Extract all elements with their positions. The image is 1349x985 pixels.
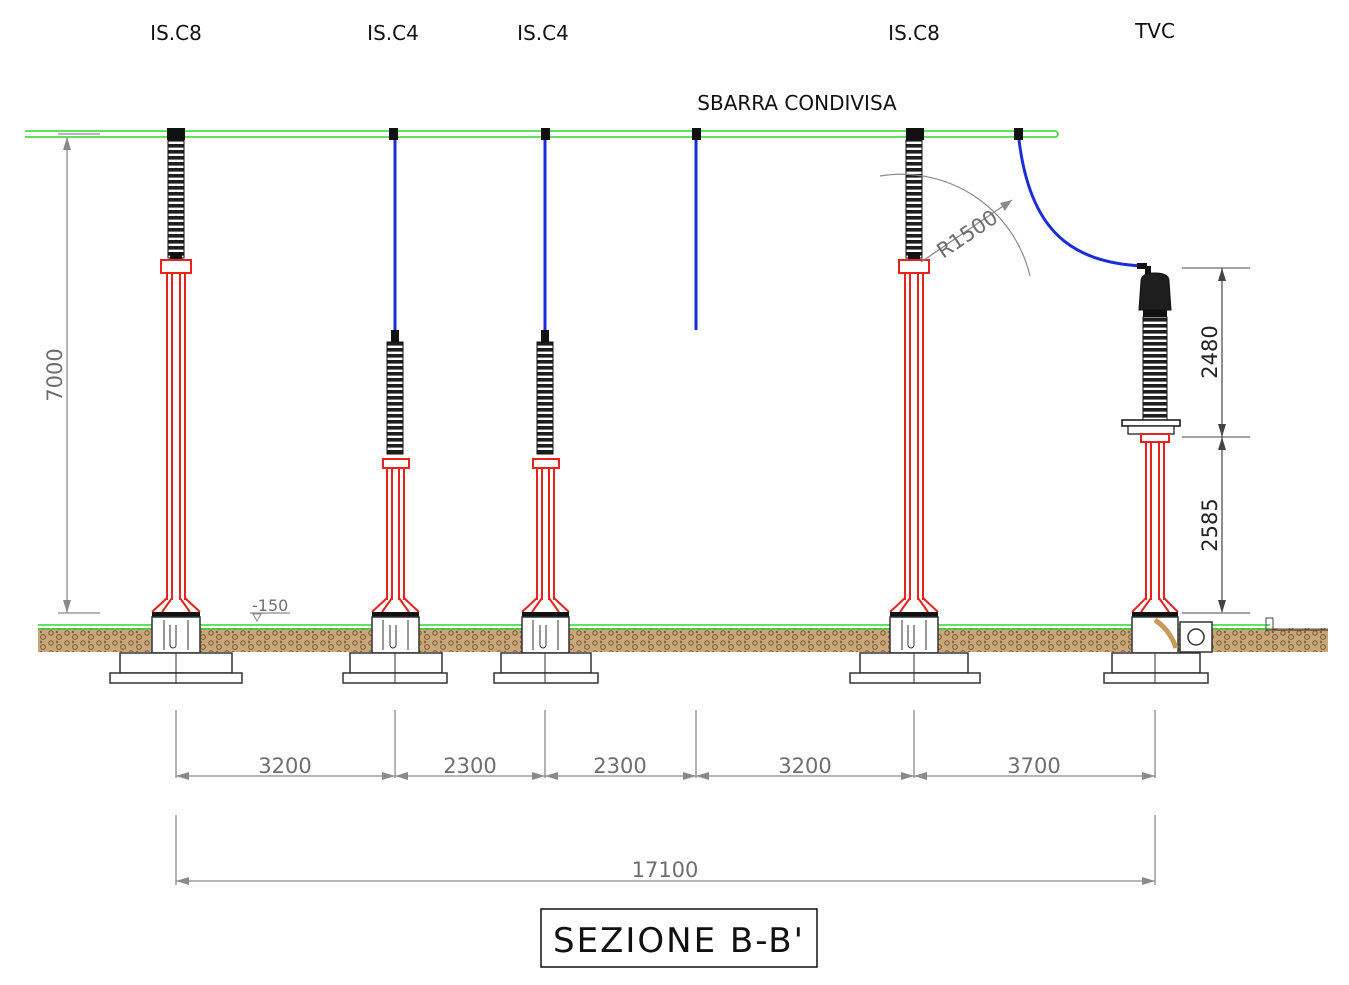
dimension-7000: 7000 [43, 133, 100, 614]
foundation-tvc [1103, 616, 1213, 684]
dimension-tvc: 2480 2585 [1182, 267, 1250, 614]
label-is-c4-1: IS.C4 [367, 21, 419, 45]
section-title-box: SEZIONE B-B' [540, 908, 818, 968]
ground [38, 617, 1328, 652]
foundation-is-c4-2 [493, 616, 599, 684]
tvc-conductor [1017, 139, 1143, 268]
section-title: SEZIONE B-B' [553, 921, 805, 961]
overall-value: 17100 [632, 858, 699, 882]
spacing-1: 3200 [258, 754, 311, 778]
dimension-2585-value: 2585 [1198, 498, 1222, 551]
foundation-is-c8-2 [849, 616, 981, 684]
foundation-is-c8-1 [109, 616, 243, 684]
support-is-c4-2 [521, 140, 570, 617]
spacing-3: 2300 [593, 754, 646, 778]
dimension-2480-value: 2480 [1198, 325, 1222, 378]
busbar [25, 130, 1059, 138]
spacing-2: 2300 [443, 754, 496, 778]
ground-level-value: -150 [252, 596, 288, 615]
ground-level-mark: -150 [250, 596, 290, 623]
support-is-c8-1 [151, 139, 201, 617]
busbar-label: SBARRA CONDIVISA [697, 91, 897, 115]
foundation-is-c4-1 [342, 616, 448, 684]
tvc-equipment [1121, 263, 1181, 617]
busbar-clamps [167, 128, 1023, 140]
support-is-c4-1 [371, 140, 420, 617]
radius-value: R1500 [932, 205, 1002, 263]
label-tvc: TVC [1134, 19, 1175, 43]
label-is-c8-1: IS.C8 [150, 21, 202, 45]
spacing-4: 3200 [778, 754, 831, 778]
label-is-c8-2: IS.C8 [888, 21, 940, 45]
spacing-5: 3700 [1007, 754, 1060, 778]
dimension-overall: 17100 [175, 815, 1156, 885]
dimension-spacings: 3200 2300 2300 3200 3700 [175, 710, 1156, 780]
dimension-7000-value: 7000 [43, 348, 67, 401]
support-is-c8-2 [889, 139, 939, 617]
label-is-c4-2: IS.C4 [517, 21, 569, 45]
